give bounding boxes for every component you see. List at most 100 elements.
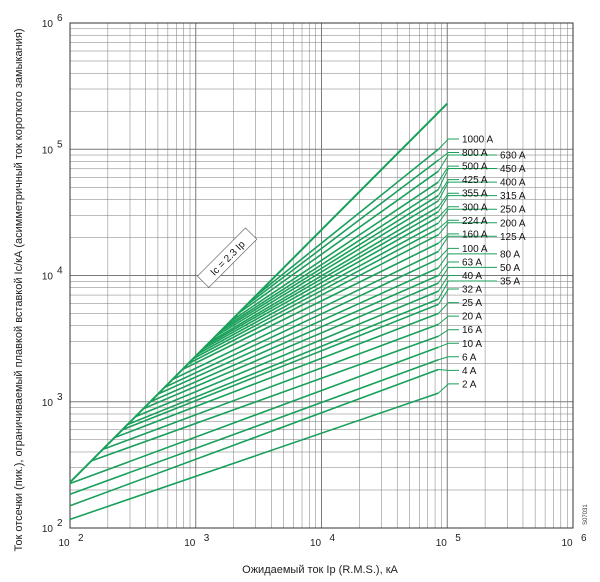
series-line [209,206,439,343]
series-label: 425 A [462,175,488,186]
series-label: 800 A [462,148,488,159]
series-leader [437,275,459,292]
y-tick-exponent: 4 [57,266,63,277]
series-leader [437,181,497,202]
series-label: 10 A [462,339,482,350]
series-label: 160 A [462,229,488,240]
series-label: 32 A [462,285,482,296]
series-leader [438,383,459,394]
series-line [187,234,439,365]
series-label: 16 A [462,325,482,336]
series-leader [438,302,459,314]
series-leader [438,342,459,348]
y-tick-label: 10 [42,19,54,30]
x-tick-label: 10 [561,538,573,549]
series-leader [437,192,459,208]
series-line [206,211,439,346]
series-line [149,274,439,403]
series-leader [438,206,459,218]
y-tick-label: 10 [42,272,54,283]
y-tick-label: 10 [42,398,54,409]
series-label: 35 A [500,276,520,287]
series-leader [438,247,459,260]
series-line [127,298,439,426]
series-line [219,194,439,333]
series-line [164,258,439,389]
series-line [229,181,439,323]
series-leader [438,315,459,325]
series-line [192,227,439,360]
series-leader [437,222,497,236]
y-tick-exponent: 2 [57,518,63,529]
series-line [254,148,439,298]
series-line [142,282,439,410]
series-line [102,323,439,451]
series-leader [437,208,497,224]
series-label: 80 A [500,249,520,260]
series-leader [437,280,497,300]
series-label: 315 A [500,191,526,202]
series-line [134,290,439,418]
series-label: 125 A [500,232,526,243]
y-tick-exponent: 3 [57,392,63,403]
series-label: 6 A [462,352,477,363]
series-leader [437,266,497,284]
series-label: 50 A [500,263,520,274]
series-label: 20 A [462,312,482,323]
series-line [224,188,439,328]
series-leader [438,219,459,230]
series-label: 100 A [462,244,488,255]
series-leader [437,195,497,212]
series-line [91,335,439,462]
y-tick-exponent: 5 [57,139,63,150]
series-label: 4 A [462,366,477,377]
x-tick-exponent: 2 [78,533,84,544]
series-leader [438,329,459,337]
series-leader [437,154,497,172]
series-leader [437,179,459,196]
series-line [215,200,439,337]
series-leader [437,261,459,276]
series-label: 500 A [462,162,488,173]
series-leader [437,288,459,305]
grid [69,22,574,529]
series-line [172,250,439,381]
y-axis-title: Ток отсечки (пик.), ограничиваемый плавк… [13,28,25,551]
series-leader [437,165,459,183]
x-tick-label: 10 [58,538,70,549]
series-label: 450 A [500,164,526,175]
series-label: 250 A [500,205,526,216]
plot-frame [69,22,574,529]
series-label: 2 A [462,379,477,390]
y-tick-label: 10 [42,145,54,156]
series-line [114,312,439,439]
x-tick-exponent: 6 [581,533,587,544]
series-line [197,222,439,355]
series-label: 25 A [462,298,482,309]
series-line [245,159,439,307]
y-tick-exponent: 6 [57,13,63,24]
series-leader [437,235,497,252]
series-line [122,303,439,431]
series-line [157,267,439,395]
x-tick-exponent: 4 [330,533,336,544]
side-code: S07031 [583,504,589,525]
series-leader [438,356,459,361]
series-leader [437,168,497,190]
x-tick-label: 10 [436,538,448,549]
series-labels: 2 A 4 A 6 A 10 A 16 A 20 A 25 A 32 A 35 A 40 A 50 … [462,135,526,391]
series-leader [438,138,459,150]
series-line [237,170,439,315]
series-label: 300 A [462,202,488,213]
series-line [69,359,439,496]
x-tick-label: 10 [310,538,322,549]
y-tick-label: 10 [42,524,54,535]
x-tick-exponent: 5 [455,533,461,544]
series-leader [438,152,459,161]
series-line [182,242,439,371]
series-line [69,346,439,485]
series-label: 224 A [462,216,488,227]
series-label: 400 A [500,178,526,189]
